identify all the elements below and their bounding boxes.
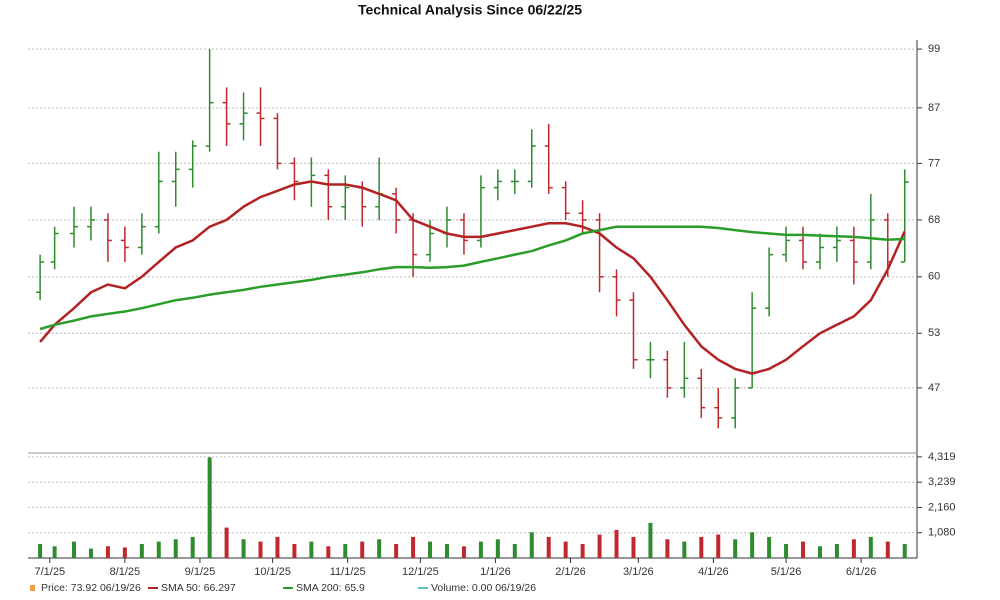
volume-bar <box>478 541 483 558</box>
volume-bar <box>784 543 789 558</box>
legend-label: SMA 50: 66.297 <box>161 582 236 594</box>
x-tick-label: 8/1/25 <box>110 566 141 578</box>
volume-bar <box>241 539 246 558</box>
volume-bar <box>343 543 348 558</box>
volume-bar <box>72 541 77 558</box>
volume-bar <box>614 529 619 558</box>
x-tick-label: 9/1/25 <box>185 566 216 578</box>
x-tick-label: 11/1/25 <box>330 566 366 578</box>
volume-bar <box>580 543 585 558</box>
volume-bar <box>275 536 280 558</box>
volume-bar <box>360 541 365 558</box>
volume-bar <box>52 546 57 558</box>
volume-bar <box>326 546 331 558</box>
legend-label: Price: 73.92 06/19/26 <box>41 582 141 594</box>
volume-bar <box>868 536 873 558</box>
volume-bar <box>682 541 687 558</box>
legend-swatch <box>30 585 35 591</box>
volume-bar <box>716 534 721 558</box>
y-tick-label: 99 <box>928 43 940 55</box>
x-tick-label: 5/1/26 <box>771 566 802 578</box>
volume-bar <box>139 543 144 558</box>
volume-bar <box>817 546 822 558</box>
volume-bar <box>190 536 195 558</box>
legend-label: SMA 200: 65.9 <box>296 582 365 594</box>
legend-label: Volume: 0.00 06/19/26 <box>431 582 536 594</box>
volume-bar <box>461 546 466 558</box>
volume-bar <box>258 541 263 558</box>
y-tick-label: 47 <box>928 382 940 394</box>
volume-bar <box>631 536 636 558</box>
volume-bar <box>529 532 534 558</box>
volume-bar <box>377 539 382 558</box>
volume-bar <box>394 543 399 558</box>
volume-bar <box>902 543 907 558</box>
volume-bar <box>767 536 772 558</box>
y-tick-label: 1,080 <box>928 527 956 539</box>
y-tick-label: 68 <box>928 214 940 226</box>
x-tick-label: 4/1/26 <box>698 566 729 578</box>
y-tick-label: 2,160 <box>928 501 956 513</box>
y-tick-label: 53 <box>928 327 940 339</box>
volume-bar <box>207 457 212 558</box>
volume-bar <box>801 541 806 558</box>
y-tick-label: 60 <box>928 271 940 283</box>
volume-bar <box>750 532 755 558</box>
volume-bar <box>38 543 43 558</box>
x-tick-label: 7/1/25 <box>35 566 66 578</box>
y-tick-label: 4,319 <box>928 451 956 463</box>
volume-bar <box>224 527 229 558</box>
volume-bar <box>122 547 127 558</box>
sma-line <box>39 180 906 375</box>
volume-bar <box>851 539 856 558</box>
volume-bar <box>156 541 161 558</box>
x-tick-label: 2/1/26 <box>555 566 586 578</box>
volume-bar <box>699 536 704 558</box>
volume-bar <box>173 539 178 558</box>
volume-bar <box>444 543 449 558</box>
volume-bar <box>292 543 297 558</box>
x-tick-label: 1/1/26 <box>480 566 511 578</box>
volume-bar <box>563 541 568 558</box>
x-tick-label: 12/1/25 <box>402 566 439 578</box>
volume-bar <box>648 522 653 558</box>
chart-title: Technical Analysis Since 06/22/25 <box>358 2 582 18</box>
volume-bar <box>546 536 551 558</box>
volume-bar <box>885 541 890 558</box>
y-tick-label: 87 <box>928 102 940 114</box>
x-tick-label: 6/1/26 <box>846 566 877 578</box>
volume-bar <box>88 548 93 558</box>
sma-line <box>39 225 905 331</box>
volume-bar <box>597 534 602 558</box>
volume-bar <box>495 539 500 558</box>
x-tick-label: 10/1/25 <box>254 566 291 578</box>
volume-bar <box>512 543 517 558</box>
volume-bar <box>309 541 314 558</box>
volume-bar <box>733 539 738 558</box>
volume-bar <box>834 543 839 558</box>
x-tick-label: 3/1/26 <box>623 566 654 578</box>
y-tick-label: 77 <box>928 157 940 169</box>
volume-bar <box>411 536 416 558</box>
volume-bar <box>428 541 433 558</box>
volume-bar <box>665 539 670 558</box>
volume-bar <box>105 546 110 558</box>
y-tick-label: 3,239 <box>928 476 956 488</box>
